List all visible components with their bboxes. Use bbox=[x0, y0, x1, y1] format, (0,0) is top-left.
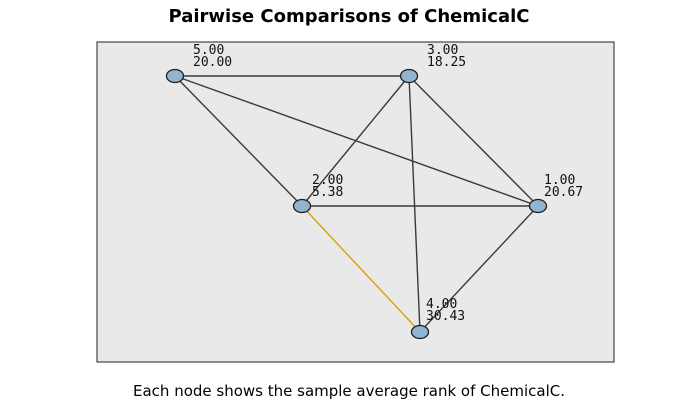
nodes-group bbox=[165, 68, 548, 340]
node-4[interactable] bbox=[410, 324, 430, 340]
edge-5-1 bbox=[174, 75, 539, 207]
node-1[interactable] bbox=[528, 198, 548, 214]
node-5-mean-rank: 20.00 bbox=[193, 55, 232, 70]
node-2-label: 2.00 bbox=[312, 173, 343, 188]
node-5-label: 5.00 bbox=[193, 43, 224, 58]
node-3-label: 3.00 bbox=[427, 43, 458, 58]
node-3-mean-rank: 18.25 bbox=[427, 55, 466, 70]
edges-group bbox=[174, 75, 539, 333]
chart-title: Pairwise Comparisons of ChemicalC bbox=[168, 6, 530, 27]
edge-5-2 bbox=[174, 75, 303, 207]
node-5[interactable] bbox=[165, 68, 185, 84]
node-1-mean-rank: 20.67 bbox=[544, 185, 583, 200]
chart-caption: Each node shows the sample average rank … bbox=[133, 382, 565, 400]
node-3[interactable] bbox=[399, 68, 419, 84]
node-2[interactable] bbox=[292, 198, 312, 214]
node-1-label: 1.00 bbox=[544, 173, 575, 188]
node-2-mean-rank: 5.38 bbox=[312, 185, 343, 200]
node-4-mean-rank: 30.43 bbox=[426, 309, 465, 324]
edge-3-4 bbox=[408, 75, 421, 333]
edge-2-4 bbox=[301, 205, 421, 333]
node-4-label: 4.00 bbox=[426, 297, 457, 312]
edge-1-4 bbox=[419, 205, 539, 333]
edge-3-1 bbox=[408, 75, 539, 207]
edge-3-2 bbox=[301, 75, 410, 207]
